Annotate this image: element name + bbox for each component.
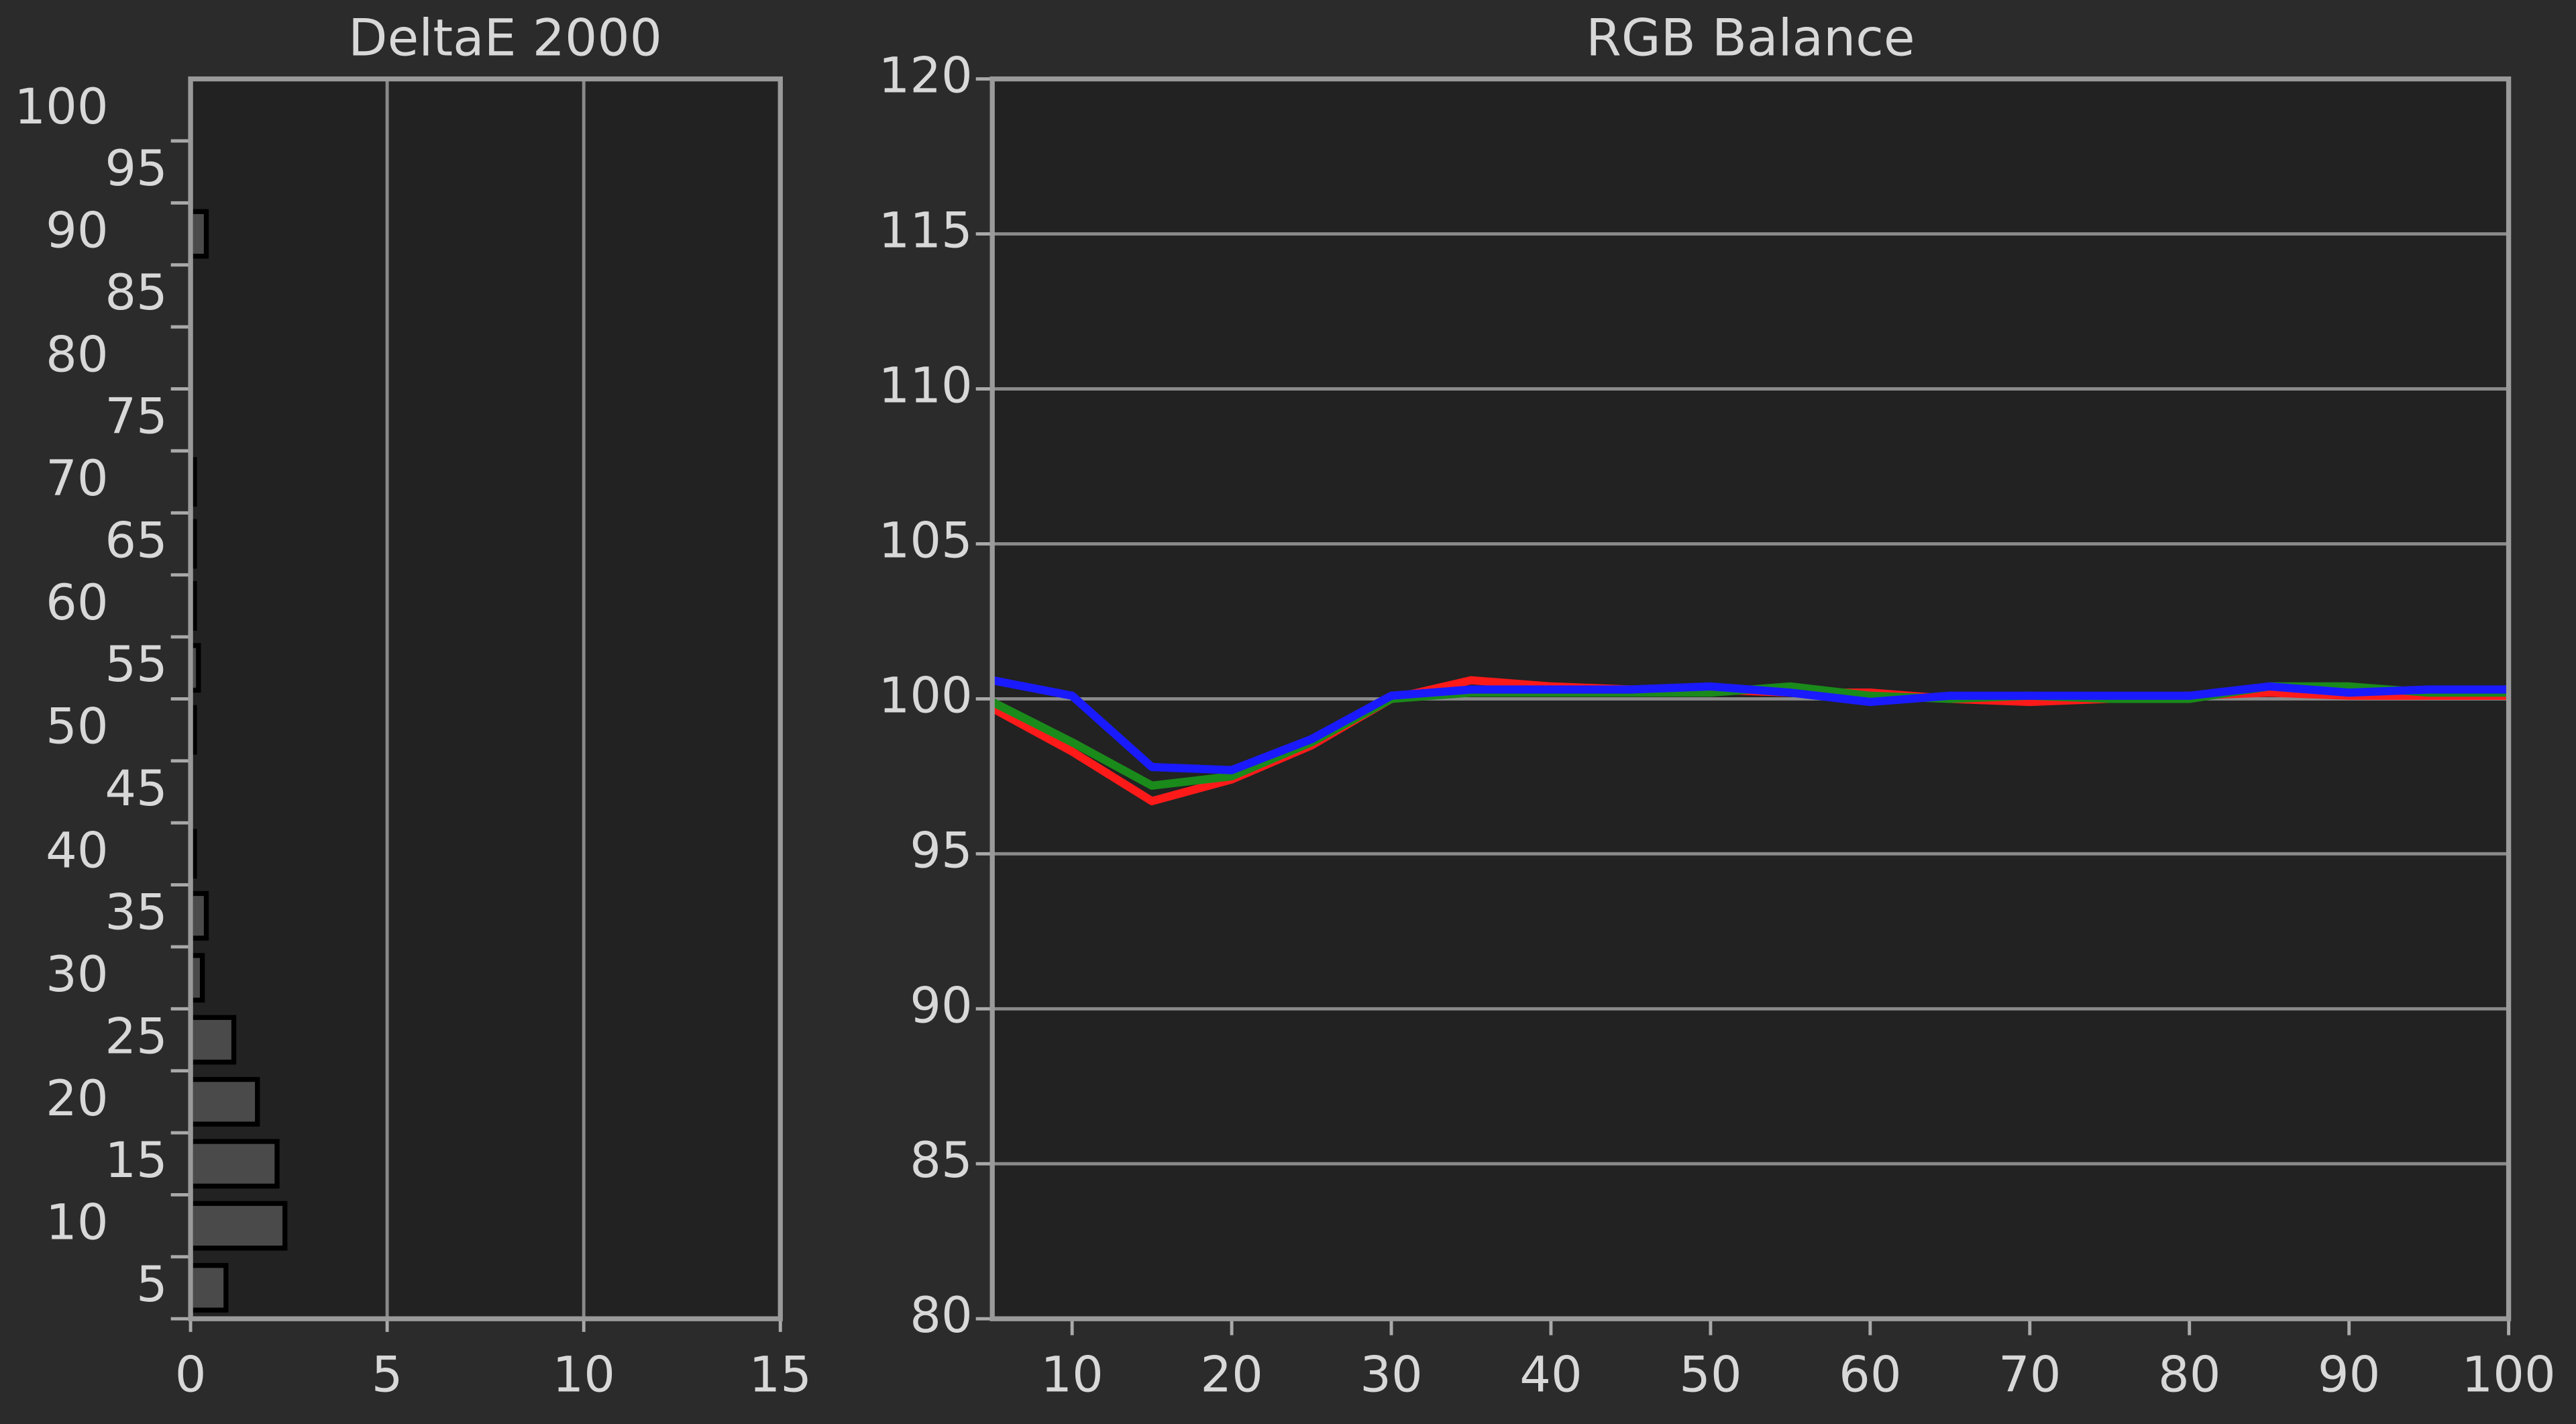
y-tick-label: 25 [105, 1008, 167, 1065]
y-tick-label: 45 [105, 760, 167, 817]
x-tick-label: 20 [1200, 1346, 1263, 1403]
x-tick-label: 60 [1839, 1346, 1901, 1403]
y-tick-label: 115 [879, 203, 973, 260]
y-tick-label: 90 [910, 977, 972, 1034]
bar [188, 1201, 288, 1251]
y-tick-label: 15 [105, 1132, 167, 1189]
x-tick-label: 15 [749, 1346, 812, 1403]
y-tick-label: 95 [910, 822, 972, 879]
x-tick-label: 100 [2461, 1346, 2555, 1403]
y-tick-label: 55 [105, 636, 167, 693]
x-tick-label: 5 [372, 1346, 403, 1403]
y-tick-label: 120 [879, 48, 973, 105]
x-tick-label: 10 [552, 1346, 614, 1403]
y-tick-label: 110 [879, 358, 973, 415]
y-tick-label: 80 [910, 1287, 972, 1344]
y-tick-label: 85 [910, 1132, 972, 1189]
chart-title: DeltaE 2000 [348, 8, 662, 67]
y-tick-label: 85 [105, 264, 167, 321]
plot-area [191, 79, 781, 1319]
y-tick-label: 50 [46, 699, 108, 756]
y-tick-label: 70 [46, 450, 108, 507]
y-tick-label: 5 [136, 1256, 168, 1313]
y-tick-label: 30 [46, 946, 108, 1003]
y-tick-label: 75 [105, 389, 167, 446]
x-tick-label: 50 [1679, 1346, 1741, 1403]
y-tick-label: 10 [46, 1194, 108, 1252]
x-tick-label: 70 [1998, 1346, 2061, 1403]
bar [188, 1076, 260, 1127]
y-tick-label: 100 [14, 79, 108, 136]
x-tick-label: 10 [1040, 1346, 1103, 1403]
y-tick-label: 35 [105, 884, 167, 942]
x-tick-label: 0 [175, 1346, 207, 1403]
y-tick-label: 60 [46, 574, 108, 631]
x-tick-label: 40 [1519, 1346, 1582, 1403]
y-tick-label: 20 [46, 1070, 108, 1127]
frame [188, 76, 783, 1321]
y-tick-label: 105 [879, 512, 973, 569]
chart-title: RGB Balance [1586, 8, 1915, 67]
y-tick-label: 90 [46, 203, 108, 260]
y-tick-label: 80 [46, 326, 108, 383]
bar [188, 1015, 237, 1065]
series-line [991, 676, 2509, 774]
frame [989, 76, 2512, 1321]
y-tick-label: 65 [105, 512, 167, 569]
bar [188, 1263, 229, 1313]
x-tick-label: 80 [2158, 1346, 2220, 1403]
y-tick-label: 100 [879, 667, 973, 724]
x-tick-label: 90 [2318, 1346, 2380, 1403]
x-tick-label: 30 [1360, 1346, 1422, 1403]
y-tick-label: 95 [105, 140, 167, 197]
bar [188, 1139, 280, 1189]
y-tick-label: 40 [46, 822, 108, 879]
